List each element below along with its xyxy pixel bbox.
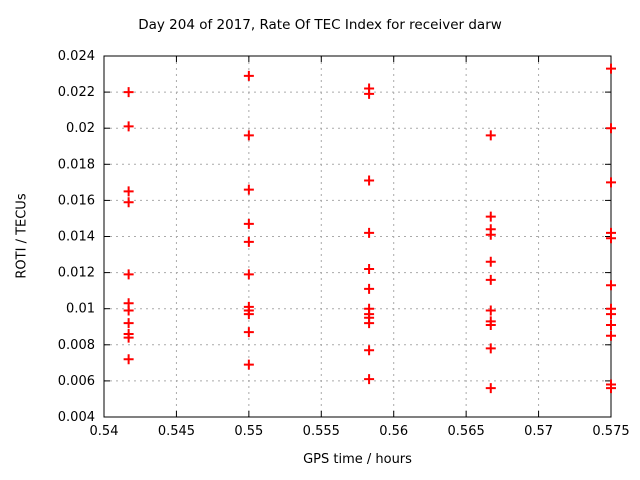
data-point-marker <box>243 218 254 229</box>
data-point-marker <box>485 319 496 330</box>
data-point-marker <box>123 186 134 197</box>
x-tick-label: 0.575 <box>592 424 629 439</box>
x-axis-label: GPS time / hours <box>303 452 412 467</box>
y-tick-label: 0.024 <box>58 49 95 64</box>
data-point-marker <box>364 345 375 356</box>
y-tick-label: 0.018 <box>58 157 95 172</box>
data-point-marker <box>485 274 496 285</box>
data-point-marker <box>606 319 616 330</box>
x-tick-label: 0.57 <box>524 424 553 439</box>
data-point-marker <box>606 309 616 320</box>
data-point-marker <box>123 197 134 208</box>
x-tick-label: 0.55 <box>234 424 263 439</box>
y-tick-label: 0.022 <box>58 85 95 100</box>
y-tick-label: 0.02 <box>66 121 95 136</box>
data-point-marker <box>606 280 616 291</box>
x-tick-label: 0.545 <box>158 424 195 439</box>
data-point-marker <box>606 233 616 244</box>
data-point-marker <box>243 309 254 320</box>
data-point-marker <box>123 121 134 132</box>
y-tick-label: 0.006 <box>58 374 95 389</box>
data-point-marker <box>123 305 134 316</box>
data-point-marker <box>606 63 616 74</box>
chart-title: Day 204 of 2017, Rate Of TEC Index for r… <box>138 17 502 33</box>
data-point-marker <box>364 88 375 99</box>
data-point-marker <box>485 130 496 141</box>
data-point-marker <box>243 359 254 370</box>
data-point-marker <box>606 383 616 394</box>
data-point-marker <box>123 318 134 329</box>
data-point-marker <box>243 184 254 195</box>
data-point-marker <box>123 269 134 280</box>
x-tick-label: 0.555 <box>303 424 340 439</box>
x-tick-label: 0.54 <box>90 424 119 439</box>
y-tick-label: 0.01 <box>66 302 95 317</box>
data-point-marker <box>485 305 496 316</box>
data-point-marker <box>243 327 254 338</box>
data-point-marker <box>364 283 375 294</box>
data-point-marker <box>364 374 375 385</box>
data-point-marker <box>364 318 375 329</box>
data-point-marker <box>123 87 134 98</box>
y-tick-label: 0.016 <box>58 193 95 208</box>
y-tick-label: 0.014 <box>58 230 95 245</box>
data-point-marker <box>485 211 496 222</box>
y-tick-label: 0.012 <box>58 266 95 281</box>
data-point-marker <box>243 269 254 280</box>
y-tick-label: 0.008 <box>58 338 95 353</box>
data-point-marker <box>243 236 254 247</box>
data-point-marker <box>123 332 134 343</box>
data-point-marker <box>485 256 496 267</box>
data-point-marker <box>243 70 254 81</box>
x-tick-label: 0.565 <box>448 424 485 439</box>
x-tick-label: 0.56 <box>379 424 408 439</box>
data-point-marker <box>606 123 616 134</box>
data-point-marker <box>364 175 375 186</box>
data-point-marker <box>123 354 134 365</box>
data-point-marker <box>485 229 496 240</box>
data-point-marker <box>606 177 616 188</box>
data-point-marker <box>485 343 496 354</box>
data-point-marker <box>485 383 496 394</box>
y-tick-label: 0.004 <box>58 410 95 425</box>
data-point-marker <box>243 130 254 141</box>
data-point-marker <box>364 263 375 274</box>
data-point-marker <box>364 227 375 238</box>
data-point-marker <box>606 330 616 341</box>
